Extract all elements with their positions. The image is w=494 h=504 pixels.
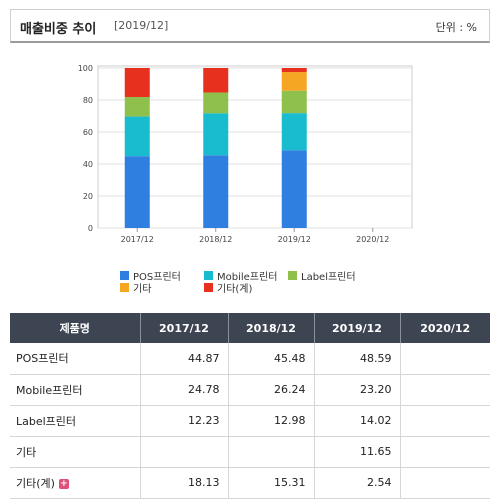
legend-swatch	[120, 271, 129, 280]
bar-segment	[282, 68, 307, 72]
y-tick-label: 40	[83, 160, 93, 169]
value-cell: 45.48	[228, 343, 314, 374]
section-header: 매출비중 추이 [2019/12] 단위 : %	[10, 9, 490, 43]
value-cell: 23.20	[314, 374, 400, 405]
x-tick-label: 2018/12	[199, 235, 232, 244]
table-header-cell: 2019/12	[314, 313, 400, 343]
bar-segment	[203, 68, 228, 92]
product-name-cell: POS프린터	[10, 343, 140, 374]
table-header-row: 제품명 2017/12 2018/12 2019/12 2020/12	[10, 313, 490, 343]
bar-segment	[203, 155, 228, 228]
value-cell: 44.87	[140, 343, 228, 374]
table-row: Label프린터 12.23 12.98 14.02	[10, 405, 490, 436]
value-cell	[228, 436, 314, 467]
table-header-cell: 2018/12	[228, 313, 314, 343]
bar-segment	[125, 156, 150, 228]
bar-segment	[282, 113, 307, 150]
bar-segment	[203, 92, 228, 113]
value-cell	[400, 405, 490, 436]
value-cell: 48.59	[314, 343, 400, 374]
bar-segment	[282, 150, 307, 228]
bar-segment	[125, 97, 150, 117]
value-cell	[400, 374, 490, 405]
product-name-cell: 기타(계) +	[10, 467, 140, 498]
value-cell: 18.13	[140, 467, 228, 498]
x-tick-label: 2020/12	[356, 235, 389, 244]
y-tick-label: 0	[88, 224, 93, 233]
bar-segment	[125, 117, 150, 157]
value-cell: 24.78	[140, 374, 228, 405]
chart-svg: 0 20 40 60 80 100 2017/12 2018/12 2019/12 2020/12	[0, 44, 494, 306]
table-header-cell: 제품명	[10, 313, 140, 343]
table-row: 기타(계) +18.13 15.31 2.54	[10, 467, 490, 498]
section-title: 매출비중 추이	[20, 18, 96, 37]
value-cell: 12.98	[228, 405, 314, 436]
sales-share-table: 제품명 2017/12 2018/12 2019/12 2020/12 POS프린터 44…	[10, 313, 490, 499]
legend-item: 기타(계)	[204, 280, 252, 295]
legend-item: Label프린터	[288, 268, 356, 283]
legend-swatch	[204, 271, 213, 280]
table-row: 기타 11.65	[10, 436, 490, 467]
unit-label: 단위 : %	[436, 19, 477, 35]
legend-label: 기타(계)	[217, 280, 252, 295]
bar-segment	[282, 91, 307, 113]
plus-icon[interactable]: +	[59, 479, 69, 489]
table-row: POS프린터 44.87 45.48 48.59	[10, 343, 490, 374]
table-body: POS프린터 44.87 45.48 48.59 Mobile프린터 24.78 26.24…	[10, 343, 490, 498]
y-tick-label: 20	[83, 192, 93, 201]
y-tick-label: 80	[83, 96, 93, 105]
report-date: [2019/12]	[114, 19, 168, 32]
bar-segment	[125, 68, 150, 97]
value-cell: 26.24	[228, 374, 314, 405]
legend-swatch	[204, 283, 213, 292]
product-name-cell: Mobile프린터	[10, 374, 140, 405]
sales-share-chart: 0 20 40 60 80 100 2017/12 2018/12 2019/12 2020/12	[0, 44, 494, 306]
x-tick-label: 2017/12	[121, 235, 154, 244]
value-cell: 12.23	[140, 405, 228, 436]
x-tick-label: 2019/12	[278, 235, 311, 244]
legend-label: Label프린터	[301, 268, 356, 283]
value-cell	[400, 436, 490, 467]
y-tick-label: 100	[78, 64, 93, 73]
value-cell: 14.02	[314, 405, 400, 436]
y-tick-label: 60	[83, 128, 93, 137]
value-cell: 15.31	[228, 467, 314, 498]
bar-segment	[203, 113, 228, 155]
value-cell: 11.65	[314, 436, 400, 467]
legend-item: 기타	[120, 280, 151, 295]
table-header-cell: 2017/12	[140, 313, 228, 343]
product-name-cell: Label프린터	[10, 405, 140, 436]
legend-swatch	[120, 283, 129, 292]
legend-swatch	[288, 271, 297, 280]
table-header-cell: 2020/12	[400, 313, 490, 343]
bar-segment	[282, 72, 307, 91]
legend-label: 기타	[133, 280, 151, 295]
table-row: Mobile프린터 24.78 26.24 23.20	[10, 374, 490, 405]
value-cell: 2.54	[314, 467, 400, 498]
value-cell	[400, 343, 490, 374]
value-cell	[400, 467, 490, 498]
product-name-cell: 기타	[10, 436, 140, 467]
value-cell	[140, 436, 228, 467]
